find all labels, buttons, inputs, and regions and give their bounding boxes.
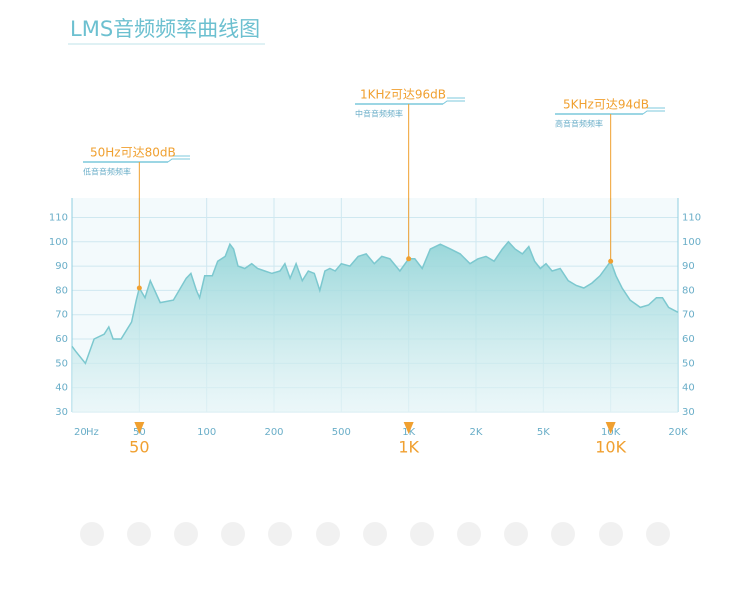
- marker-triangle: [403, 422, 414, 434]
- y-tick-label: 110: [49, 212, 68, 223]
- marker-label: 1K: [398, 438, 419, 457]
- annotation-dot: [136, 285, 142, 291]
- y-tick-label: 100: [49, 237, 68, 248]
- chart-title: LMS音频频率曲线图: [70, 17, 260, 41]
- annotation-dot: [608, 258, 614, 264]
- annotation-text: 1KHz可达96dB: [360, 88, 446, 102]
- marker-label: 50: [129, 438, 149, 457]
- annotation-subtext: 中音音频频率: [355, 109, 403, 119]
- x-unit: Hz: [86, 427, 99, 438]
- y2-tick-label: 90: [682, 261, 695, 272]
- y2-tick-label: 70: [682, 310, 695, 321]
- y2-tick-label: 110: [682, 212, 701, 223]
- marker-label: 10K: [595, 438, 626, 457]
- y2-tick-label: 60: [682, 334, 695, 345]
- y2-tick-label: 40: [682, 383, 695, 394]
- x-tick-label: 2K: [470, 427, 483, 438]
- y-tick-label: 80: [55, 285, 68, 296]
- line: [71, 240, 679, 365]
- annotation-subtext: 高音音频频率: [555, 119, 603, 129]
- x-tick-label: 20K: [668, 427, 688, 438]
- y2-tick-label: 80: [682, 285, 695, 296]
- x-tick-label: 500: [332, 427, 351, 438]
- marker-triangle: [605, 422, 616, 434]
- y-tick-label: 30: [55, 407, 68, 418]
- annotation-text: 50Hz可达80dB: [90, 146, 176, 160]
- annotation-underline-tail: [642, 107, 665, 115]
- y-tick-label: 90: [55, 261, 68, 272]
- y2-tick-label: 100: [682, 237, 701, 248]
- x-tick-label: 200: [264, 427, 283, 438]
- annotation-underline-tail: [442, 97, 465, 105]
- y2-tick-label: 50: [682, 358, 695, 369]
- annotation-dot: [406, 256, 412, 262]
- x-tick-label: 20: [74, 427, 87, 438]
- y-tick-label: 50: [55, 358, 68, 369]
- y-tick-label: 60: [55, 334, 68, 345]
- x-tick-label: 100: [197, 427, 216, 438]
- page-dots: [80, 522, 670, 546]
- annotation-underline-tail: [167, 155, 190, 163]
- y-tick-label: 70: [55, 310, 68, 321]
- annotation-subtext: 低音音频频率: [83, 167, 131, 177]
- y2-tick-label: 30: [682, 407, 695, 418]
- y-tick-label: 40: [55, 383, 68, 394]
- area: [72, 241, 678, 412]
- x-tick-label: 5K: [537, 427, 550, 438]
- marker-triangle: [134, 422, 145, 434]
- annotation-text: 5KHz可达94dB: [563, 98, 649, 112]
